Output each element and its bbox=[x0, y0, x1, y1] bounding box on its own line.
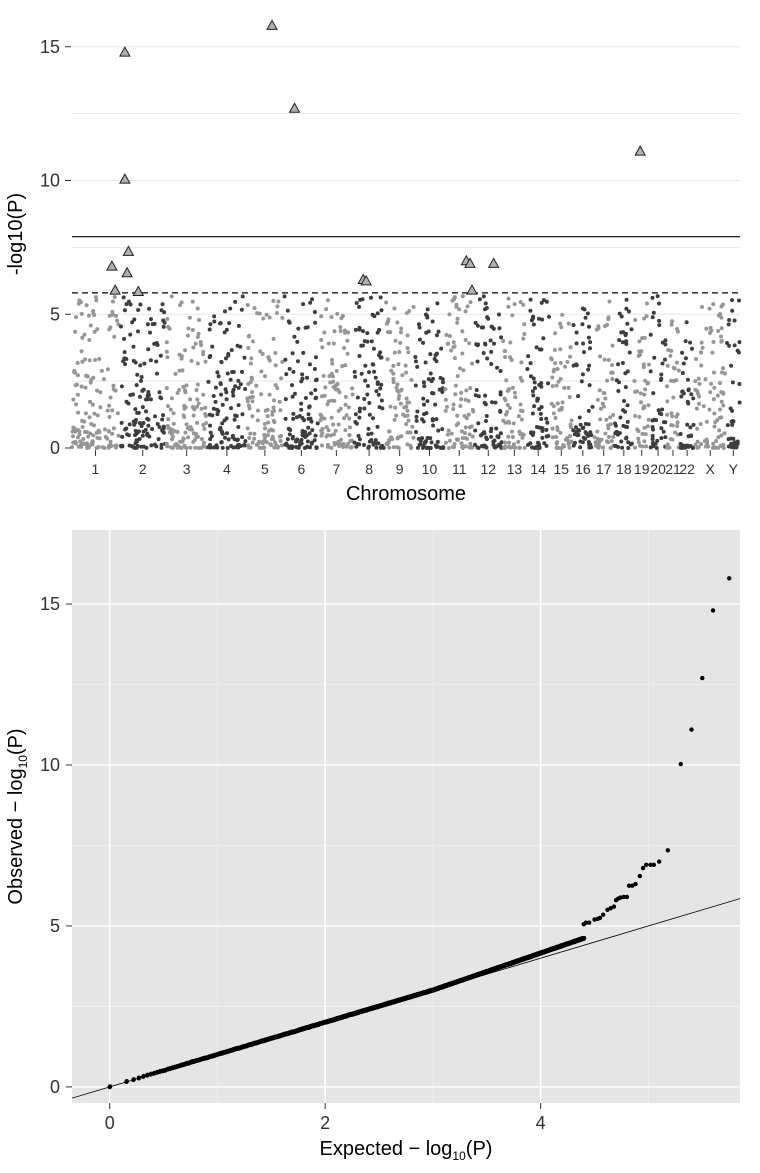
svg-text:10: 10 bbox=[40, 755, 60, 775]
svg-text:8: 8 bbox=[365, 461, 373, 477]
svg-text:6: 6 bbox=[297, 461, 305, 477]
svg-text:10: 10 bbox=[422, 461, 438, 477]
svg-text:-log10(P): -log10(P) bbox=[5, 193, 27, 275]
manhattan-plot: 051015-log10(P)1234567891011121314151617… bbox=[0, 0, 760, 520]
svg-text:15: 15 bbox=[40, 37, 60, 57]
qq-plot: 0 2 4 0 5 10 15 Expected − log10(P) Observed − l… bbox=[0, 520, 760, 1173]
svg-text:Observed − log10(P): Observed − log10(P) bbox=[5, 728, 30, 904]
svg-text:12: 12 bbox=[481, 461, 497, 477]
svg-text:22: 22 bbox=[679, 461, 695, 477]
svg-text:4: 4 bbox=[223, 461, 231, 477]
svg-text:5: 5 bbox=[50, 304, 60, 324]
svg-text:9: 9 bbox=[396, 461, 404, 477]
svg-text:16: 16 bbox=[575, 461, 591, 477]
svg-text:Chromosome: Chromosome bbox=[346, 483, 466, 505]
svg-text:5: 5 bbox=[261, 461, 269, 477]
svg-text:0: 0 bbox=[105, 1113, 115, 1133]
svg-text:17: 17 bbox=[596, 461, 612, 477]
svg-text:5: 5 bbox=[50, 916, 60, 936]
svg-text:Expected − log10(P): Expected − log10(P) bbox=[320, 1138, 493, 1163]
svg-text:2: 2 bbox=[320, 1113, 330, 1133]
svg-text:20: 20 bbox=[650, 461, 666, 477]
svg-text:10: 10 bbox=[40, 171, 60, 191]
svg-text:13: 13 bbox=[507, 461, 523, 477]
svg-text:2: 2 bbox=[139, 461, 147, 477]
svg-text:0: 0 bbox=[50, 1077, 60, 1097]
svg-text:14: 14 bbox=[530, 461, 546, 477]
svg-text:15: 15 bbox=[553, 461, 569, 477]
svg-text:1: 1 bbox=[92, 461, 100, 477]
svg-text:0: 0 bbox=[50, 438, 60, 458]
svg-text:11: 11 bbox=[452, 461, 467, 477]
svg-text:4: 4 bbox=[536, 1113, 546, 1133]
svg-text:19: 19 bbox=[634, 461, 650, 477]
svg-text:18: 18 bbox=[616, 461, 632, 477]
svg-text:3: 3 bbox=[183, 461, 191, 477]
svg-text:15: 15 bbox=[40, 594, 60, 614]
svg-text:X: X bbox=[706, 461, 716, 477]
svg-text:7: 7 bbox=[332, 461, 340, 477]
svg-text:Y: Y bbox=[729, 461, 739, 477]
